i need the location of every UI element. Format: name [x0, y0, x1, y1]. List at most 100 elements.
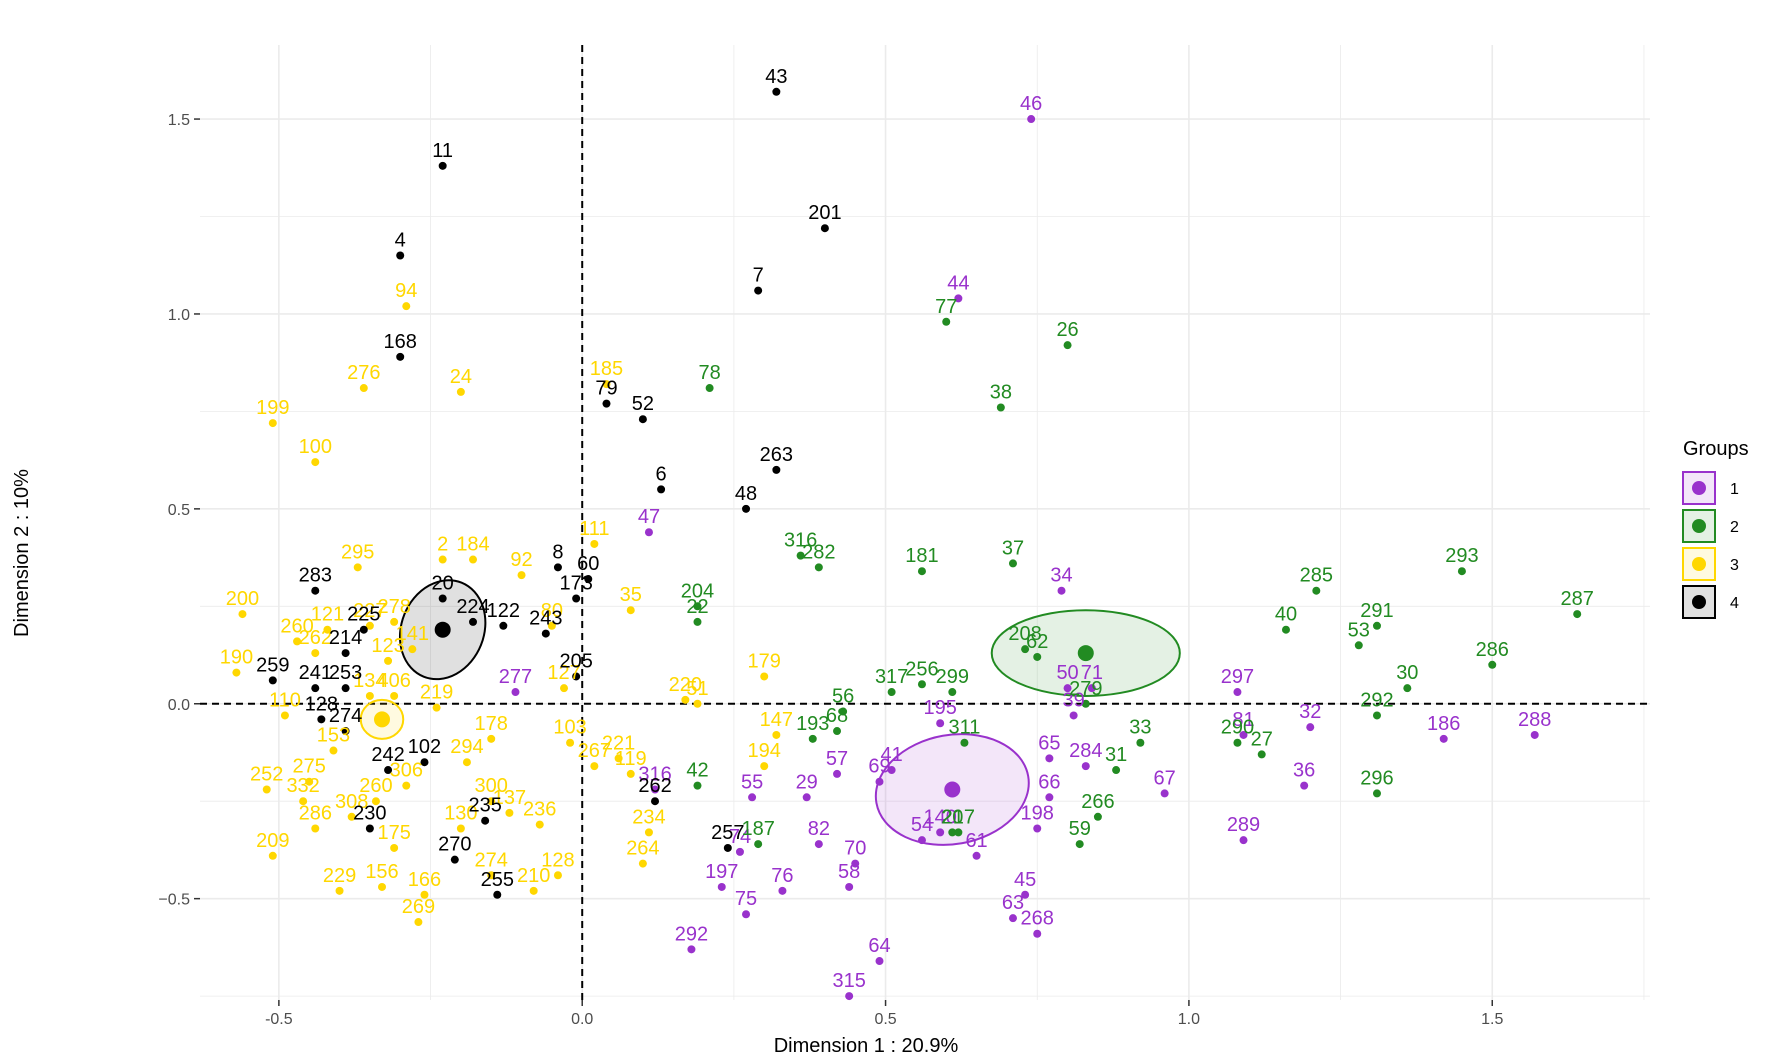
group-1-point-label: 57 [826, 748, 848, 770]
group-2-point [917, 567, 926, 576]
group-3-point [566, 738, 575, 747]
group-3-point-label: 275 [293, 756, 326, 778]
group-1-point-label: 41 [881, 744, 903, 766]
group-3-point [487, 797, 496, 806]
group-3-point [469, 555, 478, 564]
group-3-point-label: 80 [541, 600, 563, 622]
group-2-point-label: 40 [1275, 604, 1297, 626]
group-2-point [1281, 625, 1290, 634]
group-3-point-label: 92 [510, 549, 532, 571]
y-tick-label: 0.5 [168, 502, 190, 519]
group-2-point [948, 688, 957, 697]
group-2-point-label: 317 [875, 666, 908, 688]
group-4-point-label: 102 [408, 736, 441, 758]
group-3-point-label: 278 [377, 596, 410, 618]
group-1-point-label: 277 [499, 666, 532, 688]
group-2-point [814, 563, 823, 572]
group-4-point [365, 824, 374, 833]
group-4-point-label: 225 [347, 604, 380, 626]
group-1-point [1239, 730, 1248, 739]
group-3-point [638, 859, 647, 868]
group-2-point-label: 293 [1445, 545, 1478, 567]
group-3-point [238, 610, 247, 619]
group-1-point [814, 840, 823, 849]
group-4-point-label: 214 [329, 627, 362, 649]
group-4-point [572, 594, 581, 603]
group-4-point [396, 251, 405, 260]
group-4-point-label: 259 [256, 654, 289, 676]
group-1-point-label: 82 [808, 818, 830, 840]
group-2-point [1573, 610, 1582, 619]
x-axis-ticks: -0.5 0.0 0.5 1.0 1.5 [265, 1000, 1503, 1028]
group-centroids [374, 621, 1094, 798]
group-3-point [329, 746, 338, 755]
group-3-point-label: 306 [390, 760, 423, 782]
group-4-point-label: 255 [481, 869, 514, 891]
group-4-point-label: 52 [632, 393, 654, 415]
group-3-point-label: 103 [553, 717, 586, 739]
group-2-point-label: 37 [1002, 537, 1024, 559]
group-1-point-label: 140 [923, 806, 956, 828]
group-4-point [541, 629, 550, 638]
group-3-point-label: 35 [620, 584, 642, 606]
group-1-point [1069, 711, 1078, 720]
group-4-point [493, 890, 502, 899]
group-2-point [1136, 738, 1145, 747]
group-3-point-label: 100 [299, 436, 332, 458]
group-1-point-label: 66 [1038, 771, 1060, 793]
group-2-point-label: 286 [1476, 639, 1509, 661]
group-3-point-label: 252 [250, 764, 283, 786]
group-3-point-label: 51 [686, 678, 708, 700]
group-2-point-label: 42 [686, 760, 708, 782]
group-3-point [268, 419, 277, 428]
group-3-point-label: 220 [669, 674, 702, 696]
group-2-point-label: 256 [905, 658, 938, 680]
group-4-point [499, 621, 508, 630]
group-4-point [341, 649, 350, 658]
group-4-point [742, 504, 751, 513]
group-3-point-label: 137 [493, 787, 526, 809]
group-2-point [833, 727, 842, 736]
group-2-point [693, 617, 702, 626]
group-2-point-label: 299 [936, 666, 969, 688]
group-3-point [760, 762, 769, 771]
legend-items: 1 2 3 4 [1682, 471, 1739, 619]
group-4-point [438, 161, 447, 170]
group-2-point [1093, 812, 1102, 821]
group-3-point [614, 754, 623, 763]
group-3-point-label: 260 [280, 615, 313, 637]
group-3-point-label: 406 [377, 670, 410, 692]
group-2-point-label: 204 [681, 580, 714, 602]
group-1-point [717, 882, 726, 891]
group-3-point [365, 691, 374, 700]
group-1-point [845, 882, 854, 891]
group-4-point [450, 855, 459, 864]
group-2-point-label: 68 [826, 705, 848, 727]
group-2-point [1488, 660, 1497, 669]
group-4-point [723, 843, 732, 852]
group-3-point-label: 194 [748, 740, 781, 762]
reference-lines [200, 45, 1650, 1000]
group-3-point [323, 625, 332, 634]
group-1-point [735, 847, 744, 856]
group-3-point-label: 119 [615, 748, 647, 770]
group-1-point [954, 294, 963, 303]
group-1-point-label: 65 [1038, 732, 1060, 754]
group-1-point [1439, 734, 1448, 743]
group-3-point [268, 851, 277, 860]
group-4-point-label: 224 [456, 596, 489, 618]
group-4-point [602, 399, 611, 408]
legend-label-4: 4 [1730, 595, 1739, 612]
group-3-point [280, 711, 289, 720]
group-3-point [693, 699, 702, 708]
group-2-point [1033, 652, 1042, 661]
group-4-point [572, 672, 581, 681]
group-3-point [311, 649, 320, 658]
y-axis-ticks: −0.5 0.0 0.5 1.0 1.5 [158, 112, 200, 909]
group-3-point-label: 184 [456, 534, 489, 556]
group-2-point [693, 781, 702, 790]
group-3-point-label: 110 [269, 689, 301, 711]
group-1-point [742, 910, 751, 919]
group-2-point [1008, 559, 1017, 568]
group-1-point-label: 197 [705, 861, 738, 883]
